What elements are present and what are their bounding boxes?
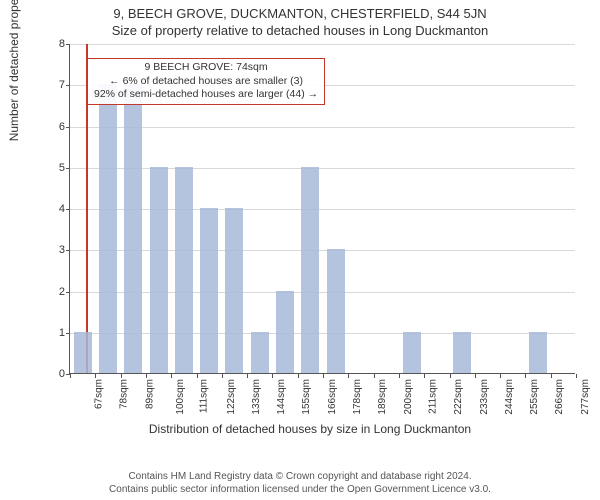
histogram-bar	[74, 332, 92, 373]
x-tick-label: 200sqm	[403, 379, 414, 415]
x-tick-label: 178sqm	[352, 379, 363, 415]
y-tick-label: 2	[45, 286, 65, 298]
histogram-bar	[99, 84, 117, 373]
x-tick-label: 211sqm	[427, 379, 438, 414]
x-tick-label: 266sqm	[554, 379, 565, 415]
histogram-bar	[301, 167, 319, 373]
x-tick-label: 155sqm	[301, 379, 312, 415]
x-tick-label: 111sqm	[199, 379, 210, 413]
y-tick-label: 4	[45, 203, 65, 215]
histogram-bar	[225, 208, 243, 373]
x-tick-label: 233sqm	[479, 379, 490, 415]
gridline	[70, 127, 575, 128]
gridline	[70, 292, 575, 293]
footer: Contains HM Land Registry data © Crown c…	[0, 470, 600, 496]
info-line-2: ← 6% of detached houses are smaller (3)	[94, 75, 318, 89]
histogram-bar	[200, 208, 218, 373]
gridline	[70, 209, 575, 210]
y-axis-label: Number of detached properties	[7, 0, 21, 141]
x-tick-label: 277sqm	[580, 379, 591, 415]
gridline	[70, 250, 575, 251]
footer-line-1: Contains HM Land Registry data © Crown c…	[0, 470, 600, 483]
y-tick-label: 3	[45, 244, 65, 256]
y-tick-label: 8	[45, 38, 65, 50]
info-line-1: 9 BEECH GROVE: 74sqm	[94, 61, 318, 75]
y-tick-label: 7	[45, 79, 65, 91]
histogram-bar	[327, 249, 345, 373]
y-tick-label: 6	[45, 121, 65, 133]
gridline	[70, 333, 575, 334]
gridline	[70, 168, 575, 169]
x-axis-label: Distribution of detached houses by size …	[45, 422, 575, 436]
histogram-bar	[453, 332, 471, 373]
x-tick-label: 67sqm	[94, 379, 105, 409]
histogram-bar	[403, 332, 421, 373]
histogram-bar	[175, 167, 193, 373]
histogram-bar	[529, 332, 547, 373]
histogram-bar	[251, 332, 269, 373]
histogram-bar	[124, 84, 142, 373]
y-tick-label: 1	[45, 327, 65, 339]
x-tick-label: 122sqm	[226, 379, 237, 415]
reference-info-box: 9 BEECH GROVE: 74sqm ← 6% of detached ho…	[87, 58, 325, 105]
x-tick-label: 133sqm	[251, 379, 262, 415]
y-tick-label: 5	[45, 162, 65, 174]
y-tick-label: 0	[45, 368, 65, 380]
page-title: 9, BEECH GROVE, DUCKMANTON, CHESTERFIELD…	[0, 6, 600, 21]
histogram-bar	[276, 291, 294, 374]
x-tick-label: 166sqm	[327, 379, 338, 415]
gridline	[70, 44, 575, 45]
footer-line-2: Contains public sector information licen…	[0, 483, 600, 496]
page-subtitle: Size of property relative to detached ho…	[0, 23, 600, 38]
histogram-bar	[150, 167, 168, 373]
x-tick-label: 244sqm	[504, 379, 515, 415]
x-tick-label: 100sqm	[175, 379, 186, 415]
x-tick-label: 255sqm	[529, 379, 540, 415]
info-line-3: 92% of semi-detached houses are larger (…	[94, 88, 318, 102]
x-tick-label: 144sqm	[276, 379, 287, 415]
x-tick-label: 222sqm	[453, 379, 464, 415]
x-tick-label: 78sqm	[119, 379, 130, 409]
x-tick-label: 89sqm	[144, 379, 155, 409]
histogram-chart: Number of detached properties Distributi…	[45, 44, 575, 404]
x-tick-label: 189sqm	[377, 379, 388, 415]
